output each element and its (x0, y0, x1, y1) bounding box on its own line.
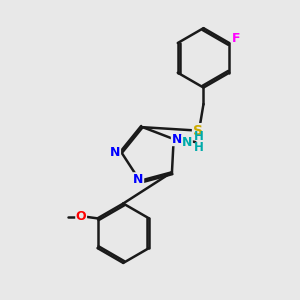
Text: H: H (194, 141, 203, 154)
Text: N: N (182, 136, 192, 148)
Text: H: H (194, 130, 204, 142)
Text: O: O (76, 210, 86, 224)
Text: F: F (232, 32, 241, 45)
Text: N: N (172, 133, 182, 146)
Text: N: N (110, 146, 121, 160)
Text: S: S (193, 124, 202, 138)
Text: N: N (133, 173, 144, 186)
